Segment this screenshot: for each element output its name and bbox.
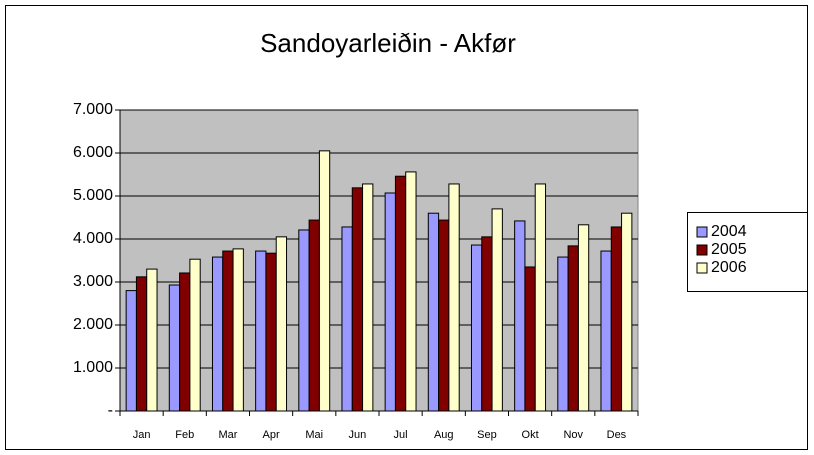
legend-label: 2005 [711,241,747,258]
bar [481,236,493,412]
legend-label: 2004 [711,223,747,240]
bar [318,150,331,412]
bar [448,183,460,412]
bar [557,256,569,412]
y-tick-label: 6.000 [73,144,113,161]
bar [514,220,526,412]
bar [146,268,158,412]
bar [491,208,503,412]
x-tick-label: Jun [349,429,367,441]
bar [534,183,547,412]
bar [211,256,224,412]
x-tick-label: Feb [175,429,194,441]
bar [524,266,536,412]
bar [384,192,396,412]
bar [222,250,234,412]
bar [405,171,417,412]
x-tick-label: Mar [218,429,237,441]
bar [275,236,288,412]
bar [394,175,407,412]
y-tick-label: 3.000 [73,273,113,290]
legend-swatch [696,244,708,256]
y-tick-label: 5.000 [73,187,113,204]
bar [308,219,320,412]
y-tick-label: 4.000 [73,230,113,247]
bar [567,245,579,412]
x-tick-label: Apr [263,429,280,441]
y-tick-label: - [108,402,113,419]
x-tick-label: Nov [563,429,583,441]
bar [298,229,310,412]
bar [351,187,364,412]
bar [135,276,148,412]
bar [168,284,181,412]
y-tick-label: 7.000 [73,101,113,118]
x-tick-label: Jul [394,429,408,441]
y-tick-label: 1.000 [73,359,113,376]
y-tick-label: 2.000 [73,316,113,333]
bar [427,212,440,412]
x-tick-label: Okt [522,429,539,441]
bar [255,250,267,412]
x-tick-label: Mai [305,429,323,441]
bar [125,290,137,412]
bar [265,252,277,412]
legend-swatch [696,262,708,274]
x-tick-label: Jan [133,429,151,441]
x-tick-label: Des [607,429,627,441]
x-tick-label: Sep [477,429,497,441]
legend-swatch [696,226,708,238]
bar [577,224,590,412]
bar [179,272,191,412]
bar [438,219,450,412]
bar [600,250,612,412]
bar [189,258,201,412]
chart-title: Sandoyarleiðin - Akfør [260,28,516,58]
bar [341,226,353,412]
legend-label: 2006 [711,259,747,276]
bar [232,248,244,412]
bar [621,212,633,412]
bar [470,244,483,412]
x-tick-label: Aug [434,429,454,441]
bar [610,226,623,412]
bar [362,183,374,412]
